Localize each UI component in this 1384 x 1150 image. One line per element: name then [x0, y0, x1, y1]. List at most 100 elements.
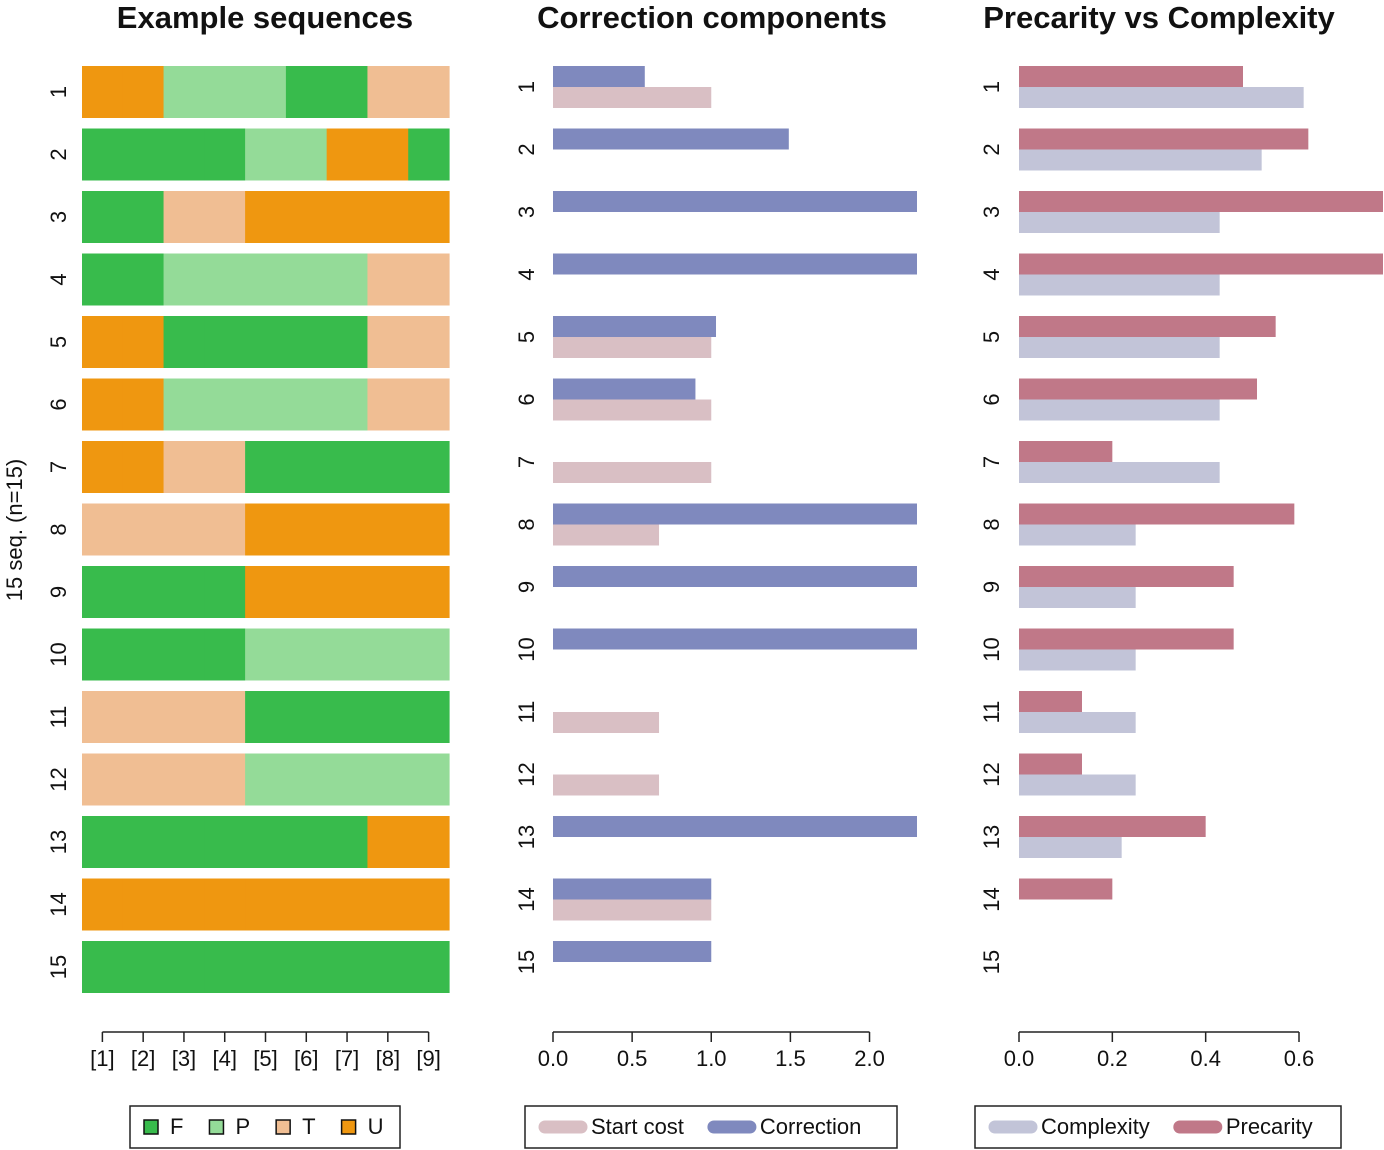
bar [1019, 274, 1220, 296]
sequence-cell [163, 128, 205, 181]
sequence-cell [82, 441, 124, 493]
legend-label: T [302, 1114, 315, 1139]
y-tick-label: 14 [979, 887, 1004, 911]
legend-swatch [143, 1119, 159, 1135]
sequence-cell [326, 441, 369, 493]
legend-label: P [235, 1114, 250, 1139]
bar [553, 941, 712, 962]
bar [1019, 837, 1122, 858]
y-tick-label: 1 [979, 81, 1004, 93]
bar [1019, 753, 1082, 775]
x-tick-label: [7] [335, 1046, 359, 1071]
sequence-cell [367, 566, 409, 618]
y-tick-label: 13 [979, 825, 1004, 849]
y-tick-label: 1 [46, 86, 71, 98]
sequence-cell [204, 316, 246, 368]
sequence-cell [122, 378, 165, 431]
bar [1019, 212, 1220, 233]
x-tick-label: 0.6 [1284, 1046, 1315, 1071]
bar [1019, 87, 1304, 108]
sequence-cell [204, 566, 246, 618]
bar [1019, 128, 1309, 150]
sequence-cell [163, 441, 205, 493]
sequence-cell [245, 566, 287, 618]
legend-swatch [275, 1119, 291, 1135]
sequence-cell [285, 503, 328, 556]
y-tick-label: 1 [514, 81, 539, 93]
x-tick-label: 2.0 [854, 1046, 885, 1071]
bar [553, 566, 917, 587]
sequence-cell [285, 441, 328, 493]
legend-label: F [170, 1114, 183, 1139]
sequence-cell [367, 503, 409, 556]
sequence-cell [82, 941, 124, 993]
sequence-cell [82, 816, 124, 868]
bar [553, 524, 660, 546]
bar [1019, 816, 1206, 837]
x-tick-label: 1.5 [775, 1046, 806, 1071]
sequence-cell [326, 66, 369, 118]
sequence-cell [285, 316, 328, 368]
y-tick-label: 7 [46, 461, 71, 473]
sequence-cell [326, 128, 369, 181]
y-tick-label: 2 [979, 143, 1004, 155]
sequence-cell [122, 66, 165, 118]
sequence-cell [82, 316, 124, 368]
y-tick-label: 11 [46, 706, 71, 729]
sequence-cell [245, 253, 287, 306]
sequence-cell [326, 753, 369, 806]
y-tick-label: 14 [46, 892, 71, 916]
bar [1019, 253, 1383, 275]
sequence-cell [408, 191, 450, 243]
sequence-cell [82, 128, 124, 181]
sequence-cell [367, 816, 409, 868]
sequence-cell [204, 441, 246, 493]
sequence-cell [163, 316, 205, 368]
sequence-cell [285, 628, 328, 681]
y-tick-label: 12 [46, 767, 71, 791]
x-tick-label: 0.2 [1097, 1046, 1128, 1071]
sequence-cell [204, 691, 246, 743]
bar [1019, 149, 1262, 171]
sequence-cell [408, 628, 450, 681]
y-tick-label: 7 [514, 456, 539, 468]
sequence-cell [245, 878, 287, 931]
sequence-cell [326, 253, 369, 306]
sequence-cell [408, 441, 450, 493]
bar [1019, 712, 1136, 733]
sequence-cell [245, 941, 287, 993]
bar [553, 337, 712, 358]
x-tick-label: [3] [172, 1046, 196, 1071]
bar [553, 378, 696, 400]
sequence-cell [367, 628, 409, 681]
sequence-cell [367, 191, 409, 243]
sequence-cell [122, 941, 165, 993]
sequence-cell [408, 753, 450, 806]
y-tick-label: 14 [514, 887, 539, 911]
sequence-cell [245, 66, 287, 118]
sequence-cell [367, 878, 409, 931]
sequence-cell [285, 566, 328, 618]
x-tick-label: [6] [294, 1046, 318, 1071]
sequence-cell [408, 378, 450, 431]
sequence-cell [122, 191, 165, 243]
bar [1019, 462, 1220, 483]
sequence-cell [367, 441, 409, 493]
sequence-cell [122, 628, 165, 681]
sequence-cell [245, 316, 287, 368]
sequence-cell [163, 753, 205, 806]
y-tick-label: 12 [979, 762, 1004, 786]
chart-title: Example sequences [117, 0, 413, 35]
sequence-cell [122, 316, 165, 368]
x-tick-label: 0.0 [538, 1046, 569, 1071]
sequence-cell [408, 878, 450, 931]
y-tick-label: 3 [979, 206, 1004, 218]
sequence-cell [163, 191, 205, 243]
x-tick-label: [2] [131, 1046, 155, 1071]
x-tick-label: 0.5 [617, 1046, 648, 1071]
sequence-cell [82, 628, 124, 681]
y-tick-label: 2 [46, 148, 71, 160]
sequence-cell [204, 941, 246, 993]
sequence-cell [367, 253, 409, 306]
y-tick-label: 6 [46, 398, 71, 410]
